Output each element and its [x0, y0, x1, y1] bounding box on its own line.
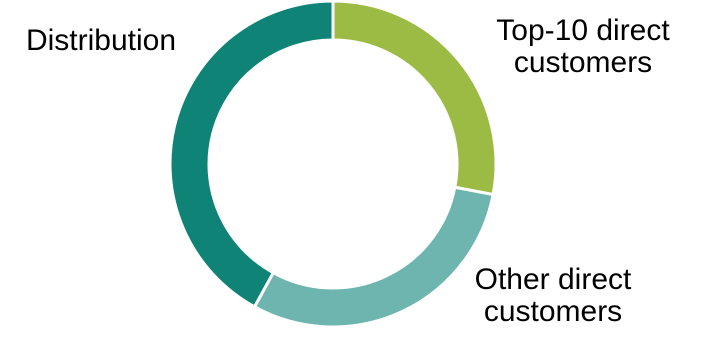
slice-label-line: Other direct [475, 263, 632, 296]
slice-label-line: customers [514, 46, 652, 79]
slice-label-line: Top-10 direct [496, 14, 670, 47]
slice-label-other-direct-customers: Other direct customers [475, 263, 632, 328]
slice-label-distribution: Distribution [26, 24, 176, 57]
slice-distribution [168, 0, 335, 309]
slices-layer [168, 0, 498, 329]
slice-label-line: Distribution [26, 24, 176, 57]
slice-label-line: customers [484, 295, 622, 328]
slice-label-top-10-direct-customers: Top-10 direct customers [496, 14, 670, 79]
slice-top-10-direct-customers [331, 0, 498, 197]
slice-other-direct-customers [252, 185, 495, 329]
